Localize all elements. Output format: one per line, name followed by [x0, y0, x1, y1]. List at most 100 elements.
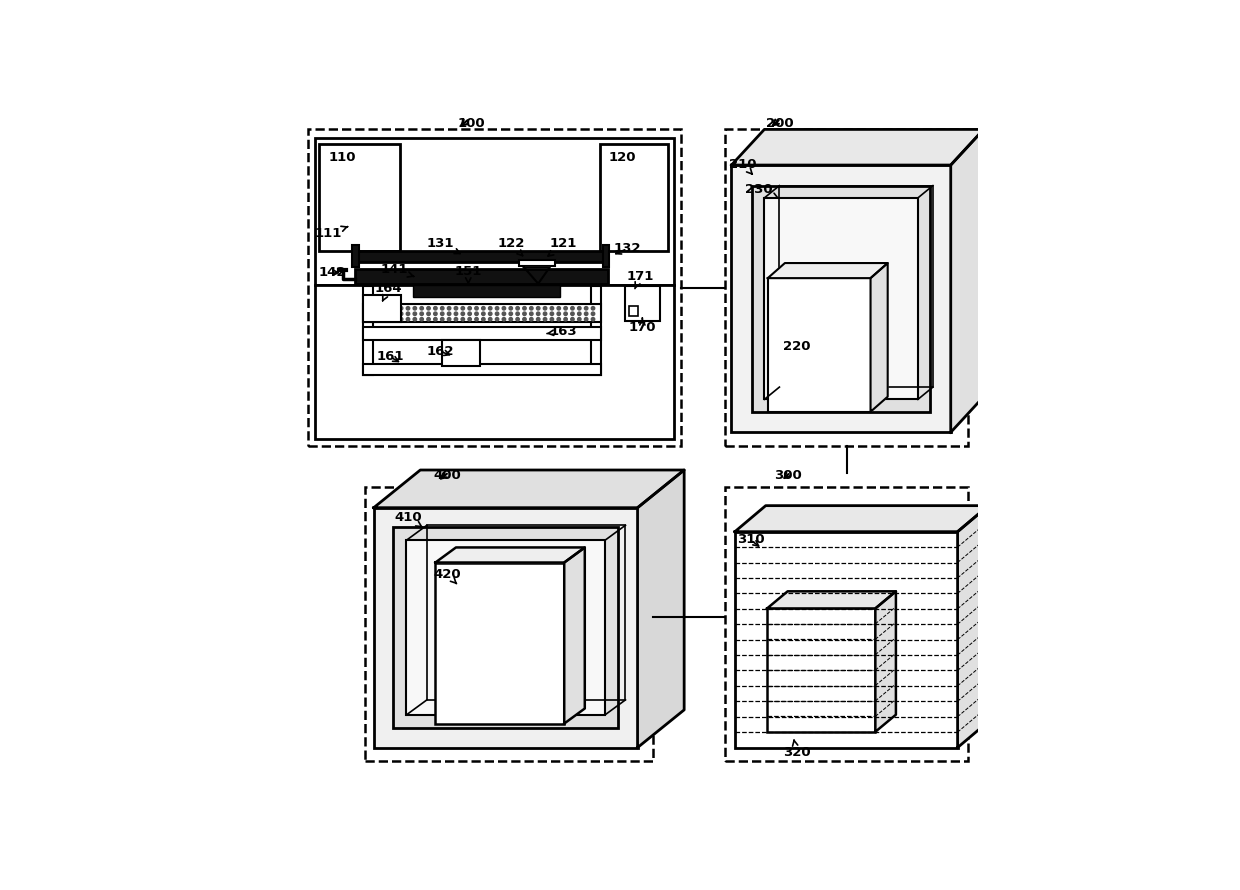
Bar — [352, 246, 360, 267]
Circle shape — [537, 312, 539, 315]
Circle shape — [578, 318, 582, 321]
Text: 220: 220 — [782, 340, 810, 353]
Circle shape — [502, 312, 506, 315]
Bar — [768, 609, 875, 732]
Circle shape — [489, 312, 492, 315]
Circle shape — [372, 306, 376, 310]
Circle shape — [448, 318, 451, 321]
Polygon shape — [768, 263, 888, 278]
Polygon shape — [435, 547, 585, 562]
Circle shape — [467, 306, 471, 310]
Circle shape — [564, 318, 568, 321]
Circle shape — [523, 318, 526, 321]
Circle shape — [578, 306, 582, 310]
Bar — [751, 186, 930, 412]
Circle shape — [516, 306, 520, 310]
Circle shape — [523, 306, 526, 310]
Circle shape — [461, 318, 465, 321]
Bar — [629, 306, 639, 316]
Circle shape — [427, 306, 430, 310]
Circle shape — [461, 306, 465, 310]
Circle shape — [543, 318, 547, 321]
Bar — [724, 487, 968, 761]
Circle shape — [591, 312, 595, 315]
Circle shape — [407, 318, 409, 321]
Bar — [319, 144, 399, 251]
Circle shape — [529, 306, 533, 310]
Text: 141: 141 — [381, 263, 414, 277]
Circle shape — [510, 306, 512, 310]
Bar — [315, 138, 673, 285]
Circle shape — [454, 312, 458, 315]
Circle shape — [448, 306, 451, 310]
Bar — [732, 165, 951, 433]
Text: 162: 162 — [427, 345, 454, 358]
Circle shape — [434, 318, 438, 321]
Bar — [315, 285, 673, 439]
Text: 110: 110 — [329, 151, 356, 165]
Circle shape — [379, 306, 382, 310]
Circle shape — [434, 306, 438, 310]
Circle shape — [372, 312, 376, 315]
Text: 164: 164 — [374, 282, 403, 301]
Circle shape — [407, 306, 409, 310]
Polygon shape — [637, 470, 684, 748]
Text: 100: 100 — [458, 117, 485, 131]
Bar — [443, 340, 480, 366]
Circle shape — [379, 312, 382, 315]
Text: 320: 320 — [782, 740, 811, 759]
Circle shape — [510, 318, 512, 321]
Text: 151: 151 — [455, 264, 482, 284]
Circle shape — [393, 312, 396, 315]
Text: 132: 132 — [614, 242, 641, 255]
Text: 142: 142 — [319, 266, 346, 279]
Bar — [603, 246, 609, 267]
Bar — [768, 278, 870, 412]
Circle shape — [529, 318, 533, 321]
Circle shape — [365, 318, 368, 321]
Bar — [363, 328, 600, 340]
Circle shape — [529, 312, 533, 315]
Bar — [413, 285, 560, 297]
Circle shape — [399, 306, 403, 310]
Bar — [363, 365, 600, 376]
Text: 170: 170 — [629, 318, 656, 334]
Text: 122: 122 — [497, 238, 525, 255]
Polygon shape — [951, 129, 983, 433]
Bar — [355, 269, 608, 284]
Circle shape — [372, 318, 376, 321]
Text: 171: 171 — [626, 271, 653, 288]
Circle shape — [475, 306, 479, 310]
Text: 310: 310 — [737, 533, 764, 546]
Circle shape — [399, 312, 403, 315]
Circle shape — [516, 312, 520, 315]
Circle shape — [413, 318, 417, 321]
Circle shape — [440, 312, 444, 315]
Circle shape — [475, 318, 479, 321]
Circle shape — [427, 312, 430, 315]
Circle shape — [584, 306, 588, 310]
Text: 111: 111 — [315, 226, 347, 240]
Circle shape — [591, 318, 595, 321]
Text: 410: 410 — [394, 512, 423, 527]
Circle shape — [564, 306, 568, 310]
Circle shape — [481, 312, 485, 315]
Bar — [591, 287, 600, 376]
Circle shape — [386, 306, 389, 310]
Circle shape — [557, 318, 560, 321]
Circle shape — [467, 318, 471, 321]
Circle shape — [510, 312, 512, 315]
Polygon shape — [768, 591, 897, 609]
Circle shape — [393, 318, 396, 321]
Circle shape — [434, 312, 438, 315]
Circle shape — [557, 306, 560, 310]
Polygon shape — [523, 267, 549, 284]
Text: 163: 163 — [547, 325, 578, 338]
Polygon shape — [957, 506, 988, 748]
Circle shape — [551, 312, 553, 315]
Bar — [520, 260, 554, 266]
Bar — [308, 129, 682, 446]
Polygon shape — [564, 547, 585, 724]
Circle shape — [516, 318, 520, 321]
Circle shape — [570, 312, 574, 315]
